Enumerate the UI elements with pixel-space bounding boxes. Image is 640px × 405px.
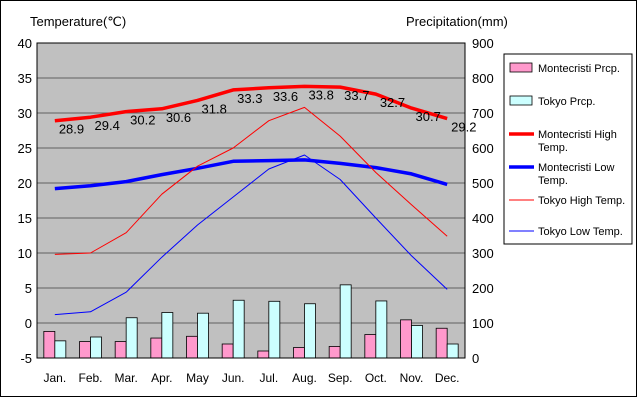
precip-bar [446, 343, 459, 359]
data-label: 30.2 [130, 113, 155, 128]
data-label: 29.2 [451, 120, 476, 135]
right-tick-label: 100 [472, 316, 494, 331]
temp-line [54, 84, 448, 123]
precip-bar [375, 300, 388, 359]
precip-bar [339, 284, 352, 359]
legend-label: Tokyo Low Temp. [538, 226, 623, 238]
precip-bar [435, 327, 448, 359]
right-tick-label: 200 [472, 281, 494, 296]
month-label: Aug. [292, 371, 317, 385]
precip-bar [364, 334, 377, 359]
legend-swatch [509, 95, 533, 106]
plot-frame [36, 42, 466, 359]
data-label: 33.7 [344, 88, 369, 103]
precip-bar [304, 303, 316, 359]
data-label: 29.4 [95, 118, 120, 133]
precip-bar [232, 299, 245, 359]
legend-swatch [509, 62, 533, 73]
right-tick-label: 700 [472, 106, 494, 121]
left-tick-label: 0 [25, 316, 32, 331]
month-label: Jun. [222, 371, 245, 385]
precip-bar [186, 335, 198, 359]
data-label: 30.6 [166, 110, 191, 125]
left-tick-label: 25 [18, 141, 32, 156]
data-label: 33.6 [273, 89, 298, 104]
legend-label: Montecristi High [538, 129, 617, 141]
month-label: Oct. [365, 371, 387, 385]
legend-label: Temp. [538, 175, 568, 187]
month-label: Jul. [259, 371, 278, 385]
month-label: Nov. [400, 371, 424, 385]
precip-bar [257, 350, 270, 359]
right-axis-title: Precipitation(mm) [406, 14, 508, 29]
legend-label: Montecristi Prcp. [538, 63, 620, 75]
left-tick-label: 15 [18, 211, 32, 226]
left-tick-label: -5 [20, 351, 32, 366]
right-tick-label: 900 [472, 36, 494, 51]
data-label: 30.7 [416, 109, 441, 124]
precip-bar [79, 341, 91, 359]
right-tick-label: 300 [472, 246, 494, 261]
data-label: 33.8 [309, 87, 334, 102]
precip-bar [328, 346, 341, 359]
right-tick-label: 800 [472, 71, 494, 86]
left-tick-label: 20 [18, 176, 32, 191]
left-tick-label: 10 [18, 246, 32, 261]
month-label: May [186, 371, 209, 385]
month-label: Apr. [151, 371, 172, 385]
temp-line [54, 158, 448, 191]
precip-bar [161, 312, 174, 359]
month-label: Mar. [114, 371, 137, 385]
month-label: Dec. [435, 371, 460, 385]
precip-bar [293, 347, 305, 359]
plot-background [37, 43, 465, 358]
precip-bar [114, 341, 127, 359]
left-tick-label: 5 [25, 281, 32, 296]
data-label: 33.3 [237, 91, 262, 106]
left-axis-title: Temperature(℃) [30, 14, 126, 29]
legend-label: Tokyo Prcp. [538, 96, 595, 108]
left-tick-label: 40 [18, 36, 32, 51]
precip-bar [268, 300, 281, 359]
precip-bar [43, 330, 56, 359]
legend-box [503, 53, 633, 245]
month-label: Sep. [328, 371, 353, 385]
month-label: Jan. [43, 371, 66, 385]
right-tick-label: 400 [472, 211, 494, 226]
temp-line [54, 154, 448, 316]
precip-bar [125, 317, 138, 359]
precip-bar [400, 319, 412, 359]
left-tick-label: 30 [18, 106, 32, 121]
right-tick-label: 0 [472, 351, 479, 366]
precip-bar [221, 343, 234, 359]
legend-label: Montecristi Low [538, 162, 614, 174]
right-tick-label: 600 [472, 141, 494, 156]
data-label: 32.7 [380, 95, 405, 110]
legend-label: Temp. [538, 142, 568, 154]
precip-bar [150, 337, 163, 359]
legend-label: Tokyo High Temp. [538, 195, 625, 207]
precip-bar [197, 312, 209, 359]
legend: Montecristi Prcp. Tokyo Prcp. Montecristi … [503, 53, 633, 245]
month-label: Feb. [78, 371, 102, 385]
left-tick-label: 35 [18, 71, 32, 86]
data-label: 28.9 [59, 122, 84, 137]
precip-bar [54, 340, 67, 359]
temp-line [54, 106, 448, 255]
precip-bar [411, 325, 423, 359]
right-tick-label: 500 [472, 176, 494, 191]
data-label: 31.8 [202, 101, 227, 116]
plot-area: -505101520253035400100200300400500600700… [18, 36, 494, 385]
precip-bar [90, 336, 102, 359]
